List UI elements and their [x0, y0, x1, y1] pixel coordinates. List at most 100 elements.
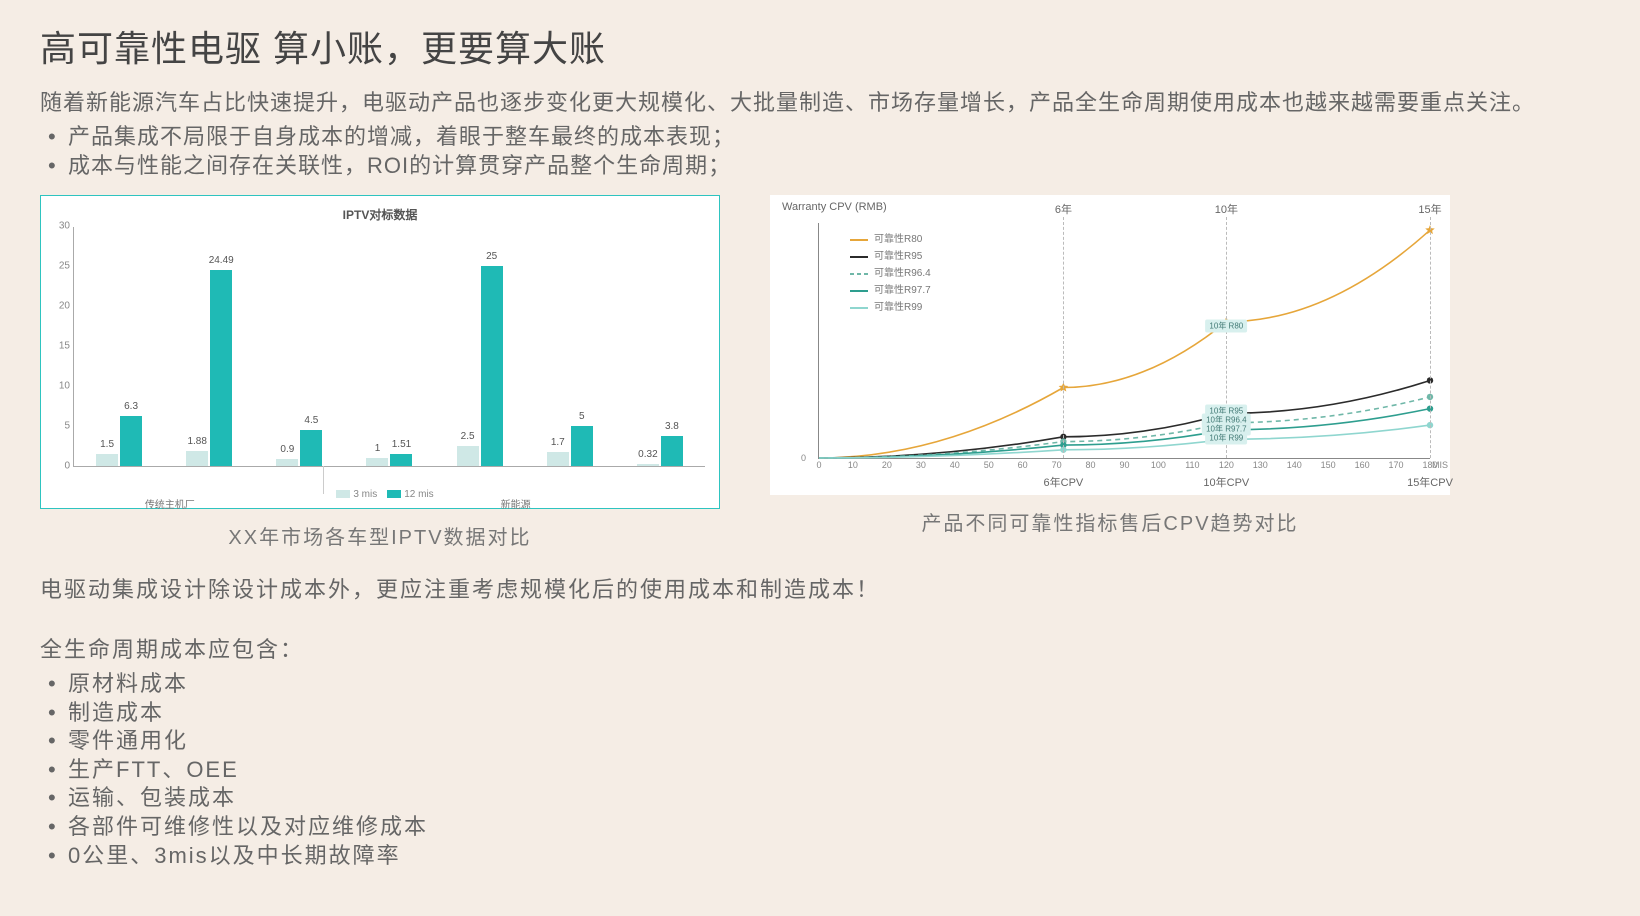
bar-group: 11.51 [344, 227, 434, 466]
ref-label-top: 10年 [1215, 201, 1238, 217]
line-series [819, 425, 1430, 458]
line-series [819, 381, 1430, 459]
bar: 6.3 [120, 416, 142, 466]
bottom-bullet-item: 0公里、3mis以及中长期故障率 [40, 842, 1600, 871]
line-xtick: 120 [1219, 460, 1234, 470]
bar: 1.88 [186, 451, 208, 466]
bar: 4.5 [300, 430, 322, 466]
bar: 24.49 [210, 270, 232, 466]
ref-label-top: 6年 [1055, 201, 1072, 217]
bottom-bullet-list: 原材料成本制造成本零件通用化生产FTT、OEE运输、包装成本各部件可维修性以及对… [40, 670, 1600, 870]
bar-value-label: 1.88 [187, 436, 206, 447]
line-xtick: 30 [916, 460, 926, 470]
ref-label-bottom: 10年CPV [1203, 474, 1249, 490]
bar-group: 1.8824.49 [164, 227, 254, 466]
legend-label: 3 mis [353, 489, 377, 500]
line-xtick: 90 [1119, 460, 1129, 470]
top-bullet-item: 产品集成不局限于自身成本的增减，着眼于整车最终的成本表现； [40, 122, 1600, 152]
top-bullet-list: 产品集成不局限于自身成本的增减，着眼于整车最终的成本表现；成本与性能之间存在关联… [40, 122, 1600, 181]
bar-group: 2.5 25 [435, 227, 525, 466]
bar-ytick: 0 [56, 461, 70, 472]
line-ytick: 0 [801, 453, 806, 463]
bottom-bullet-item: 各部件可维修性以及对应维修成本 [40, 813, 1600, 842]
bar-chart: IPTV对标数据 1.56.31.8824.490.94.511.512.525… [40, 195, 720, 509]
bar-group: 1.75 [525, 227, 615, 466]
bar-value-label: 4.5 [304, 415, 318, 426]
line-xtick: 140 [1287, 460, 1302, 470]
bottom-bullet-item: 生产FTT、OEE [40, 756, 1600, 785]
mid-text: 电驱动集成设计除设计成本外，更应注重考虑规模化后的使用成本和制造成本！ [40, 572, 1600, 604]
line-chart-ylabel: Warranty CPV (RMB) [782, 201, 887, 213]
bar: 1.51 [390, 454, 412, 466]
legend-swatch [387, 490, 401, 498]
bar-ytick: 20 [56, 301, 70, 312]
bar-value-label: 1.7 [551, 437, 565, 448]
point-tag: 10年 R99 [1205, 432, 1247, 445]
ref-line [1063, 217, 1064, 458]
line-xtick: 100 [1151, 460, 1166, 470]
bar: 1.5 [96, 454, 118, 466]
sub-heading: 全生命周期成本应包含： [40, 632, 1600, 664]
bar-value-label: 1.51 [392, 439, 411, 450]
line-xtick: 70 [1052, 460, 1062, 470]
ref-line [1430, 217, 1431, 458]
bar-ytick: 10 [56, 381, 70, 392]
line-xtick: 20 [882, 460, 892, 470]
line-chart-plot: 0102030405060708090100110120130140150160… [818, 223, 1430, 459]
line-chart: Warranty CPV (RMB) 可靠性R80可靠性R95可靠性R96.4可… [770, 195, 1450, 495]
line-xtick: 130 [1253, 460, 1268, 470]
bar-value-label: 5 [579, 411, 585, 422]
bar: 1.7 [547, 452, 569, 466]
charts-row: IPTV对标数据 1.56.31.8824.490.94.511.512.525… [40, 195, 1600, 550]
bottom-bullet-item: 运输、包装成本 [40, 784, 1600, 813]
line-xtick: 150 [1321, 460, 1336, 470]
line-chart-column: Warranty CPV (RMB) 可靠性R80可靠性R95可靠性R96.4可… [770, 195, 1450, 536]
page-title: 高可靠性电驱 算小账，更要算大账 [40, 20, 1600, 72]
line-xtick: 10 [848, 460, 858, 470]
line-xtick: 0 [816, 460, 821, 470]
bar-ytick: 5 [56, 421, 70, 432]
bar: 0.32 [637, 464, 659, 467]
bar-section-divider [323, 466, 324, 494]
bar-ytick: 30 [56, 221, 70, 232]
line-xtick: 170 [1389, 460, 1404, 470]
bottom-bullet-item: 零件通用化 [40, 727, 1600, 756]
bar-section-left: 传统主机厂 [145, 496, 195, 511]
bar: 1 [366, 458, 388, 466]
line-xtick: 110 [1185, 460, 1199, 470]
line-xunit: MIS [1432, 460, 1448, 470]
bar-value-label: 3.8 [665, 421, 679, 432]
bar-section-right: 新能源 [501, 496, 531, 511]
line-xtick: 40 [950, 460, 960, 470]
bar-value-label: 0.9 [280, 444, 294, 455]
bar-chart-caption: XX年市场各车型IPTV数据对比 [228, 521, 531, 550]
bar-value-label: 25 [486, 251, 497, 262]
line-xtick: 50 [984, 460, 994, 470]
bar-group: 1.56.3 [74, 227, 164, 466]
bar: 5 [571, 426, 593, 466]
line-xtick: 160 [1355, 460, 1370, 470]
point-tag: 10年 R80 [1205, 320, 1247, 333]
bar-value-label: 1 [375, 443, 381, 454]
bottom-bullet-item: 制造成本 [40, 699, 1600, 728]
bar-value-label: 1.5 [100, 439, 114, 450]
ref-label-top: 15年 [1418, 201, 1441, 217]
bar-ytick: 25 [56, 261, 70, 272]
bar-group: 0.323.8 [615, 227, 705, 466]
line-xtick: 60 [1018, 460, 1028, 470]
line-chart-caption: 产品不同可靠性指标售后CPV趋势对比 [921, 507, 1298, 536]
bar-chart-title: IPTV对标数据 [55, 206, 705, 223]
ref-label-bottom: 6年CPV [1044, 474, 1084, 490]
bar-value-label: 24.49 [209, 255, 234, 266]
bar: 3.8 [661, 436, 683, 466]
bar: 0.9 [276, 459, 298, 466]
bar-value-label: 2.5 [461, 431, 475, 442]
bar-ytick: 15 [56, 341, 70, 352]
bottom-bullet-item: 原材料成本 [40, 670, 1600, 699]
ref-label-bottom: 15年CPV [1407, 474, 1453, 490]
bar: 2.5 [457, 446, 479, 466]
bar-value-label: 6.3 [124, 401, 138, 412]
top-bullet-item: 成本与性能之间存在关联性，ROI的计算贯穿产品整个生命周期； [40, 151, 1600, 181]
legend-label: 12 mis [404, 489, 433, 500]
bar-chart-plot: 1.56.31.8824.490.94.511.512.5251.750.323… [73, 227, 705, 467]
